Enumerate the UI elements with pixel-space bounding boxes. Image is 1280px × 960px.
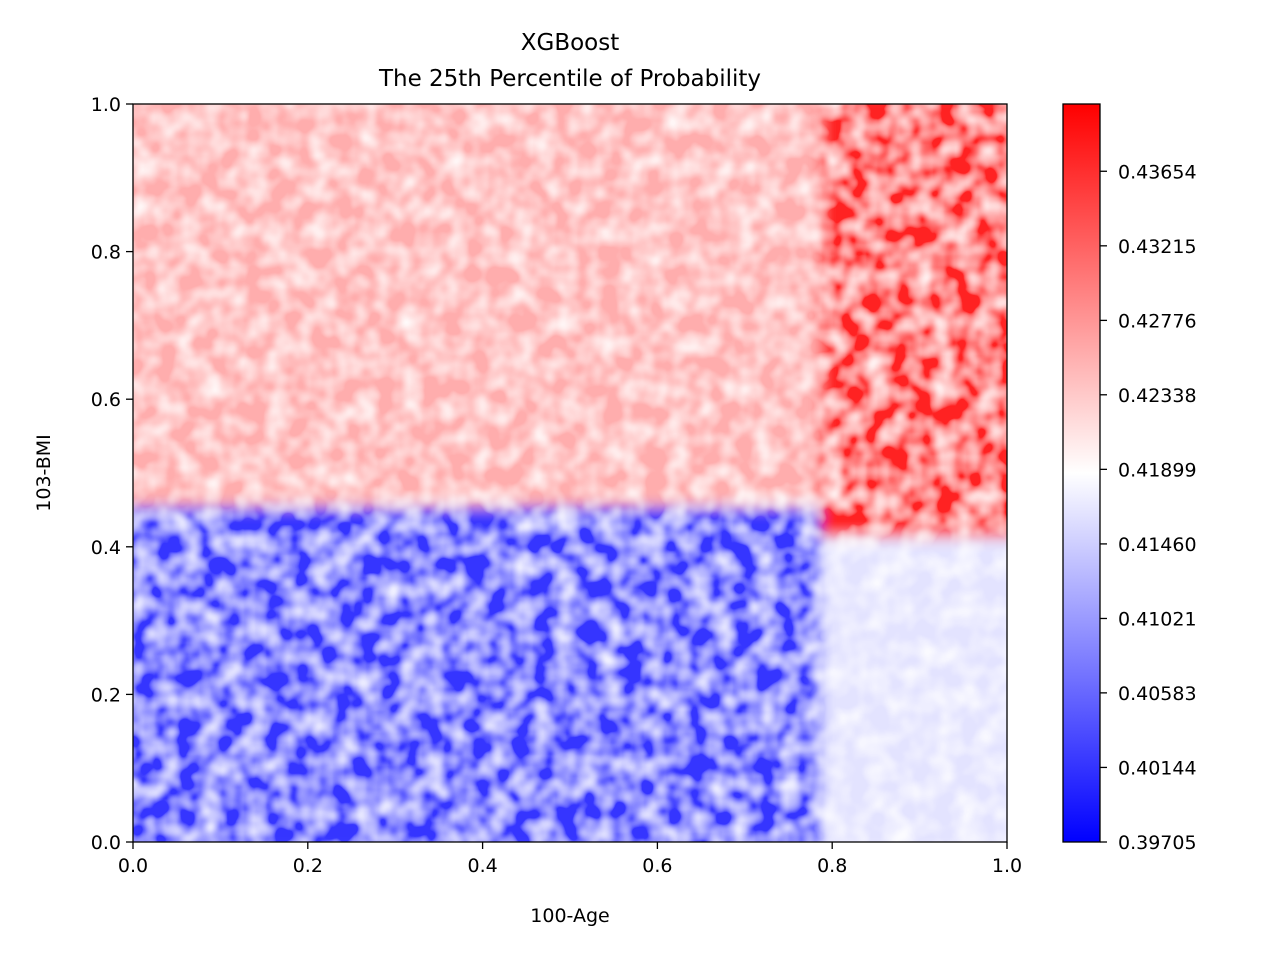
y-tick-label: 0.0 xyxy=(91,832,121,854)
colorbar-ticks: 0.39705 0.40144 0.40583 0.41021 0.41460 0.418… xyxy=(1100,161,1197,854)
colorbar-tick-label: 0.43215 xyxy=(1118,236,1197,258)
x-axis: 0.0 0.2 0.4 0.6 0.8 1.0 xyxy=(118,842,1022,877)
colorbar-tick-label: 0.39705 xyxy=(1118,832,1197,854)
colorbar xyxy=(1062,103,1101,843)
x-tick-label: 1.0 xyxy=(992,855,1022,877)
y-axis-label: 103-BMI xyxy=(33,434,55,511)
y-tick-label: 0.8 xyxy=(91,242,121,264)
colorbar-tick-label: 0.40144 xyxy=(1118,757,1197,779)
y-axis: 0.0 0.2 0.4 0.6 0.8 1.0 xyxy=(91,94,133,854)
chart-subtitle: The 25th Percentile of Probability xyxy=(378,66,761,92)
x-tick-label: 0.0 xyxy=(118,855,148,877)
chart-title: XGBoost xyxy=(521,30,620,56)
heatmap-cell-3 xyxy=(820,104,1007,537)
plot-frame xyxy=(132,103,1008,843)
y-tick-label: 1.0 xyxy=(91,94,121,116)
colorbar-tick-label: 0.43654 xyxy=(1118,161,1197,183)
colorbar-tick-label: 0.41460 xyxy=(1118,534,1197,556)
x-axis-label: 100-Age xyxy=(530,905,609,927)
colorbar-tick-label: 0.40583 xyxy=(1118,683,1197,705)
x-tick-label: 0.8 xyxy=(817,855,847,877)
heatmap-area xyxy=(133,104,1007,842)
x-tick-label: 0.6 xyxy=(642,855,672,877)
colorbar-tick-label: 0.42776 xyxy=(1118,310,1197,332)
y-tick-label: 0.4 xyxy=(91,537,121,559)
heatmap-cell-1 xyxy=(820,512,1007,842)
heatmap-cell-2 xyxy=(133,104,845,508)
x-tick-label: 0.4 xyxy=(467,855,497,877)
heatmap-cell-0 xyxy=(133,483,845,842)
x-tick-label: 0.2 xyxy=(293,855,323,877)
y-tick-label: 0.2 xyxy=(91,684,121,706)
colorbar-tick-label: 0.41021 xyxy=(1118,608,1197,630)
colorbar-tick-label: 0.41899 xyxy=(1118,459,1197,481)
y-tick-label: 0.6 xyxy=(91,389,121,411)
colorbar-tick-label: 0.42338 xyxy=(1118,385,1197,407)
